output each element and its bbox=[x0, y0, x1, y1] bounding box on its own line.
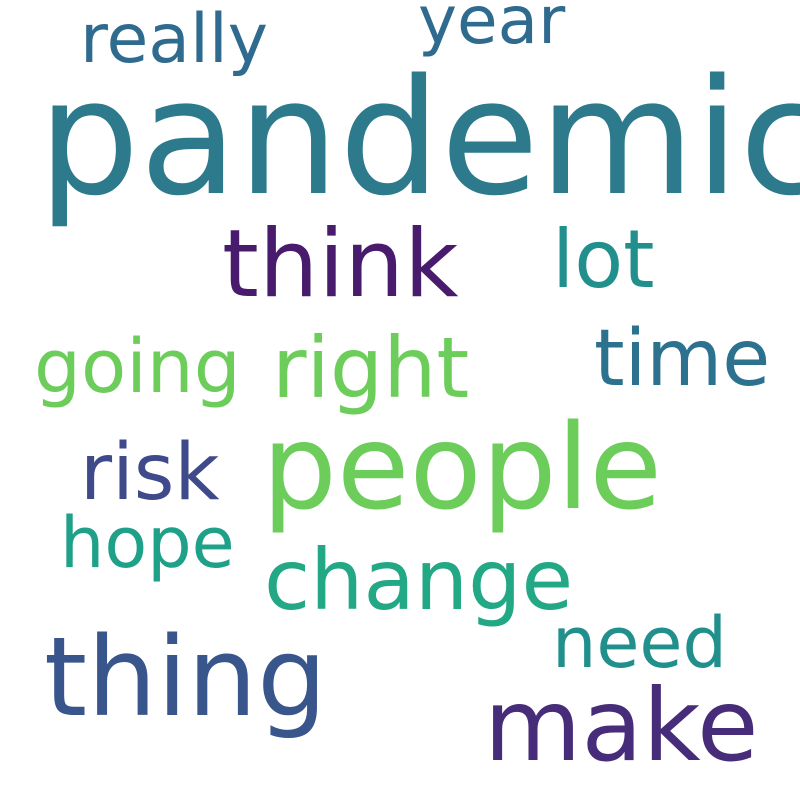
word-change: change bbox=[264, 531, 574, 629]
word-thing: thing bbox=[44, 613, 327, 741]
word-going: going bbox=[34, 324, 241, 410]
word-people: people bbox=[262, 398, 662, 536]
word-time: time bbox=[594, 314, 771, 404]
word-year: year bbox=[418, 0, 566, 59]
word-need: need bbox=[552, 602, 727, 684]
word-really: really bbox=[80, 0, 268, 79]
word-lot: lot bbox=[552, 213, 655, 306]
word-hope: hope bbox=[60, 502, 235, 584]
word-make: make bbox=[484, 667, 759, 784]
word-think: think bbox=[222, 210, 459, 319]
word-risk: risk bbox=[80, 428, 220, 518]
word-right: right bbox=[272, 319, 470, 417]
word-pandemic: pandemic bbox=[38, 44, 800, 231]
